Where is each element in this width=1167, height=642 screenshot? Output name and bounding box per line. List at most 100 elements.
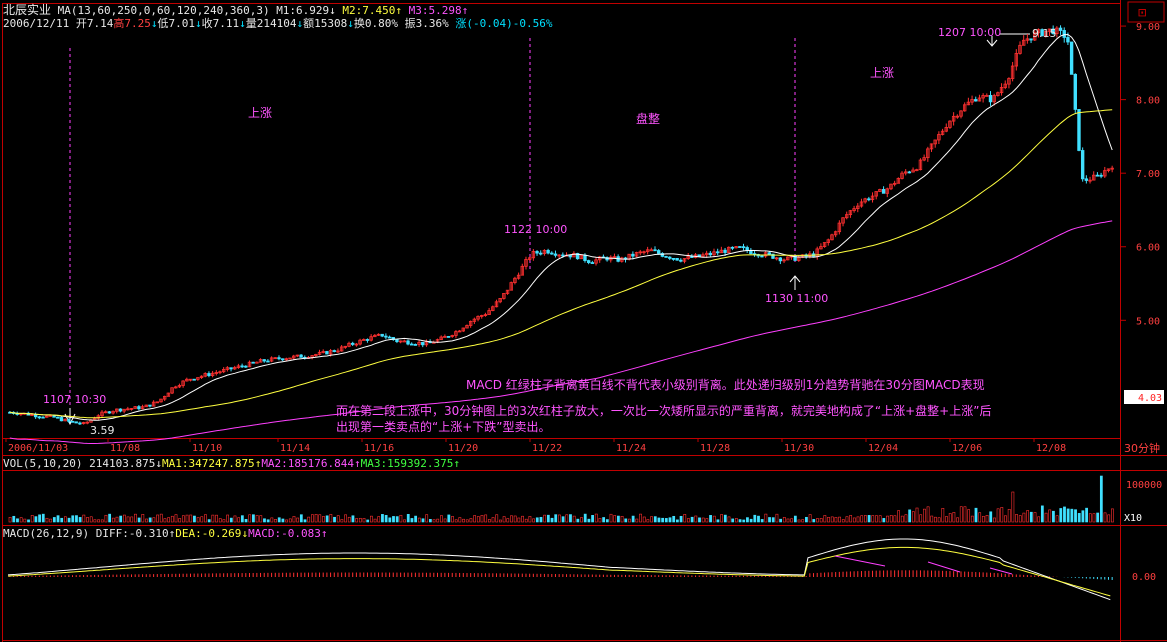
down-arrow-icon: ↓ xyxy=(347,17,354,30)
candle-body xyxy=(845,214,849,219)
candle-body xyxy=(1018,44,1022,54)
macd-histogram xyxy=(7,538,1113,601)
volume-bar xyxy=(886,515,889,523)
candle-body xyxy=(859,201,864,207)
candle-body xyxy=(1084,178,1089,181)
candle-body xyxy=(926,148,930,159)
volume-bar xyxy=(893,515,897,523)
volume-bar xyxy=(760,519,764,523)
volume-bar xyxy=(613,515,617,523)
volume-bar xyxy=(749,518,753,523)
volume-bar xyxy=(491,517,495,523)
volume-bar xyxy=(167,517,171,523)
dea-value: DEA:-0.269 xyxy=(175,527,242,540)
volume-bar xyxy=(392,516,395,523)
candle-body xyxy=(85,421,89,424)
phase1-label: 上涨 xyxy=(248,106,273,120)
candle-body xyxy=(376,333,381,336)
candle-body xyxy=(210,372,215,376)
volume-bar xyxy=(1092,513,1096,523)
candle-body xyxy=(763,252,768,257)
candle-body xyxy=(177,385,182,388)
candle-body xyxy=(837,222,842,233)
volume-bar xyxy=(193,515,196,523)
candle-body xyxy=(417,341,421,345)
candle-body xyxy=(454,331,458,336)
volume-bar xyxy=(30,515,34,523)
candle-body xyxy=(221,368,226,373)
candle-body xyxy=(218,371,222,374)
candle-body xyxy=(962,104,967,112)
candle-body xyxy=(126,408,130,411)
volume-bar xyxy=(569,514,572,523)
candle-body xyxy=(586,260,591,263)
candle-body xyxy=(889,183,893,190)
volume-bar xyxy=(908,509,912,523)
volume-bar xyxy=(550,517,554,523)
candle-body xyxy=(446,336,451,338)
volume-bar xyxy=(141,514,145,523)
change-value: 涨(-0.04)-0.56% xyxy=(455,17,553,30)
candle-body xyxy=(122,408,126,412)
candle-body xyxy=(878,189,882,192)
volume-bar xyxy=(945,516,948,523)
volume-bar xyxy=(1000,507,1004,523)
volume-bar xyxy=(672,515,676,523)
volume-bar xyxy=(1081,510,1085,523)
volume-bar xyxy=(34,516,38,523)
candle-body xyxy=(288,357,292,360)
candle-body xyxy=(214,372,218,374)
candle-body xyxy=(1069,41,1074,75)
ma-params: MA(13,60,250,0,60,120,240,360,3) xyxy=(57,4,270,17)
volume-bar xyxy=(325,515,329,523)
candle-body xyxy=(78,422,82,425)
candle-body xyxy=(852,208,856,212)
volume-bar xyxy=(974,507,978,523)
candle-body xyxy=(951,115,956,122)
volume-bar xyxy=(1022,512,1026,523)
volume-bar xyxy=(1015,514,1018,523)
volume-bar xyxy=(967,509,971,523)
volume-bar xyxy=(561,516,565,523)
volume-bar xyxy=(252,514,255,523)
volume-bar xyxy=(318,514,322,523)
note-macd: MACD 红绿柱子背离黄白线不背代表小级别背离。此处递归级别1分趋势背驰在30分… xyxy=(466,378,985,392)
candle-body xyxy=(977,97,982,102)
volume-bar xyxy=(664,518,668,523)
candle-body xyxy=(498,298,502,303)
volume-bar xyxy=(19,517,23,523)
candle-body xyxy=(1051,28,1055,35)
volume-bar xyxy=(1011,491,1015,523)
low-price-label: 3.59 xyxy=(90,424,115,437)
candle-body xyxy=(553,253,558,256)
candle-body xyxy=(712,251,716,256)
volume-bar xyxy=(727,516,731,523)
candle-body xyxy=(1095,174,1100,177)
volume-bar xyxy=(657,517,661,523)
candle-body xyxy=(343,345,348,348)
down-arrow-icon: ↓ xyxy=(296,17,304,30)
candle-body xyxy=(81,422,86,425)
vol-unit-label: X10 xyxy=(1124,513,1142,524)
candle-body xyxy=(185,378,189,382)
close-window-glyph: ⊡ xyxy=(1138,5,1147,21)
volume-bar xyxy=(698,517,701,523)
macd-params: MACD(26,12,9) xyxy=(3,527,90,540)
volume-bar xyxy=(742,519,746,523)
volume-bar xyxy=(1033,512,1037,523)
volume-bar xyxy=(801,519,805,523)
period-label: 30分钟 xyxy=(1124,441,1160,455)
up-arrow-icon: ↑ xyxy=(168,527,176,540)
volume-bar xyxy=(82,514,86,523)
volume-bar xyxy=(487,519,491,523)
volume-bar xyxy=(845,516,849,523)
volume-bar xyxy=(1037,516,1041,523)
candle-body xyxy=(568,254,572,258)
candle-body xyxy=(365,339,370,341)
volume-bar xyxy=(355,518,359,523)
candle-body xyxy=(682,258,687,262)
close-window-button[interactable] xyxy=(1127,1,1165,23)
candle-body xyxy=(940,130,945,135)
volume-bar xyxy=(565,514,569,523)
